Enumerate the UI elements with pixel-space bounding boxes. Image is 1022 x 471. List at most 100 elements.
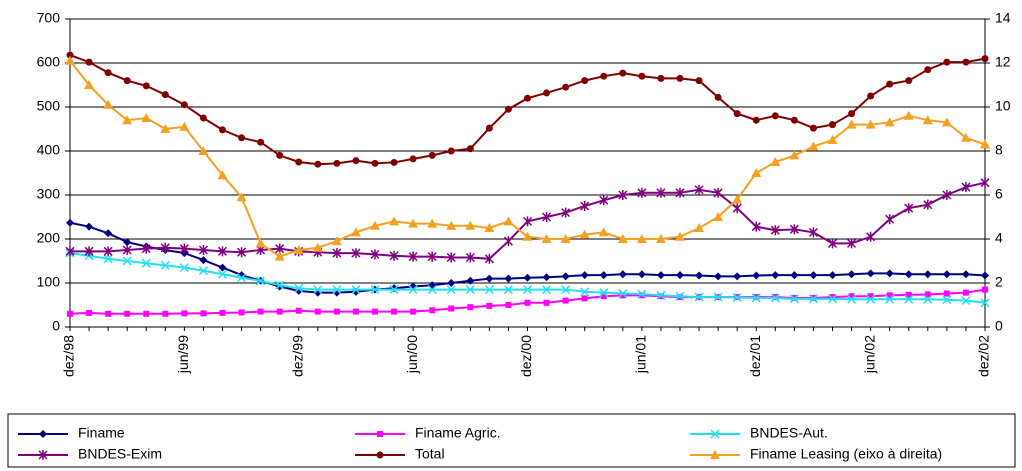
marker <box>905 291 912 298</box>
y2-tick-label: 4 <box>995 230 1003 246</box>
series-line <box>69 54 986 166</box>
marker <box>943 58 951 66</box>
marker <box>429 307 436 314</box>
marker <box>923 294 933 304</box>
marker <box>160 124 171 133</box>
marker <box>314 160 322 168</box>
marker <box>732 292 742 303</box>
marker <box>84 246 94 257</box>
marker <box>448 305 455 312</box>
marker <box>809 271 818 280</box>
marker <box>124 310 131 317</box>
marker <box>638 72 646 80</box>
marker <box>733 272 742 281</box>
marker <box>655 234 666 243</box>
marker <box>961 296 971 306</box>
marker <box>960 132 971 142</box>
marker <box>789 294 799 304</box>
marker <box>257 138 265 146</box>
marker <box>676 74 684 82</box>
marker <box>389 250 399 261</box>
marker <box>827 294 838 304</box>
marker <box>294 283 304 293</box>
marker <box>141 113 152 122</box>
marker <box>600 72 608 80</box>
legend-label: Finame Agric. <box>415 425 501 441</box>
marker <box>732 194 743 204</box>
marker <box>847 270 856 279</box>
marker <box>981 55 989 63</box>
marker <box>980 298 990 308</box>
marker <box>618 270 627 279</box>
marker <box>771 271 780 280</box>
marker <box>408 285 418 295</box>
marker <box>903 110 914 120</box>
y-tick-label: 400 <box>37 142 61 158</box>
marker <box>446 285 456 295</box>
marker <box>562 297 569 304</box>
marker <box>484 253 494 264</box>
marker <box>143 310 150 317</box>
marker <box>617 234 628 243</box>
y-tick-label: 100 <box>37 274 61 290</box>
marker <box>752 271 761 280</box>
x-tick-label: jun/00 <box>404 335 420 374</box>
marker <box>522 231 533 241</box>
marker <box>217 170 228 180</box>
marker <box>790 271 799 280</box>
marker <box>713 187 723 198</box>
y-tick-label: 500 <box>37 98 61 114</box>
marker <box>865 119 876 129</box>
marker <box>447 147 455 155</box>
marker <box>85 222 94 231</box>
marker <box>733 110 741 118</box>
marker <box>866 269 875 278</box>
marker <box>961 270 970 279</box>
marker <box>237 273 247 283</box>
marker <box>581 295 588 302</box>
marker <box>371 159 379 167</box>
marker <box>561 285 571 295</box>
marker <box>199 256 208 265</box>
marker <box>580 287 590 297</box>
marker <box>885 214 895 225</box>
y-tick-label: 300 <box>37 186 61 202</box>
marker <box>694 223 705 232</box>
marker <box>370 220 380 230</box>
marker <box>714 93 722 101</box>
marker <box>465 220 476 230</box>
marker <box>427 218 438 228</box>
marker <box>580 271 589 280</box>
x-tick-label: dez/02 <box>976 335 992 377</box>
marker <box>656 187 666 198</box>
marker <box>66 218 74 227</box>
marker <box>389 216 400 226</box>
marker <box>541 234 552 243</box>
marker <box>770 293 780 303</box>
marker <box>713 292 723 302</box>
marker <box>675 231 685 241</box>
marker <box>886 292 893 299</box>
marker <box>562 83 570 91</box>
marker <box>904 294 914 304</box>
marker <box>484 285 494 295</box>
marker <box>751 293 761 303</box>
marker <box>542 285 552 295</box>
x-tick-label: dez/01 <box>747 335 763 377</box>
marker <box>466 145 474 153</box>
marker <box>351 285 361 295</box>
marker <box>85 58 93 66</box>
marker <box>179 243 189 254</box>
marker <box>710 450 720 459</box>
marker <box>219 309 226 316</box>
marker <box>543 89 551 97</box>
marker <box>408 251 418 262</box>
marker <box>599 195 609 206</box>
legend-label: BNDES-Exim <box>78 446 162 462</box>
marker <box>467 304 474 311</box>
marker <box>372 308 378 315</box>
marker <box>162 310 169 317</box>
marker <box>484 223 495 232</box>
legend-label: Finame <box>78 425 125 441</box>
